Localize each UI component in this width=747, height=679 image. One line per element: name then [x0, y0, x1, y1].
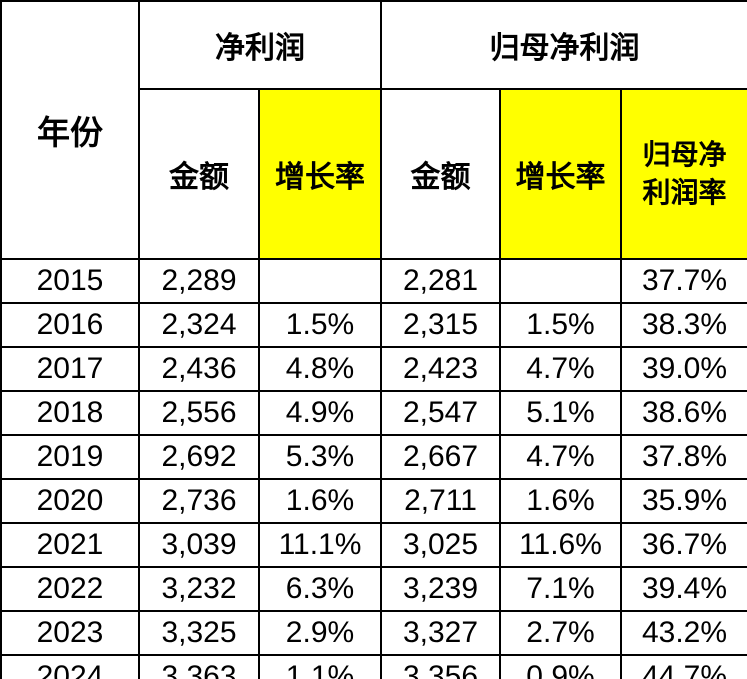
- cell-attr-growth: 0.9%: [499, 654, 622, 679]
- table-row: 2023 3,325 2.9% 3,327 2.7% 43.2%: [0, 610, 747, 656]
- cell-year: 2019: [0, 434, 140, 480]
- cell-year: 2015: [0, 258, 140, 304]
- cell-np-amount: 2,324: [138, 302, 260, 348]
- cell-attr-amount: 2,547: [380, 390, 501, 436]
- cell-np-growth: [258, 258, 382, 304]
- cell-attr-margin: 35.9%: [619, 478, 747, 524]
- year-header-cell: 年份: [0, 0, 140, 260]
- cell-attr-amount: 2,281: [380, 258, 501, 304]
- cell-attr-growth: 7.1%: [499, 566, 622, 612]
- table-row: 2021 3,039 11.1% 3,025 11.6% 36.7%: [0, 522, 747, 568]
- cell-np-growth: 6.3%: [258, 566, 382, 612]
- cell-np-amount: 2,736: [138, 478, 260, 524]
- cell-attr-margin: 37.8%: [619, 434, 747, 480]
- cell-attr-growth: 11.6%: [499, 522, 622, 568]
- cell-attr-growth: 4.7%: [499, 346, 622, 392]
- net-profit-group-header: 净利润: [138, 0, 382, 90]
- cell-attr-growth: 4.7%: [499, 434, 622, 480]
- cell-np-growth: 11.1%: [258, 522, 382, 568]
- np-growth-header-cell: 增长率: [258, 88, 382, 260]
- cell-np-amount: 2,436: [138, 346, 260, 392]
- cell-np-growth: 2.9%: [258, 610, 382, 656]
- cell-attr-amount: 3,239: [380, 566, 501, 612]
- table-row: 2024 3,363 1.1% 3,356 0.9% 44.7%: [0, 654, 747, 679]
- table-row: 2020 2,736 1.6% 2,711 1.6% 35.9%: [0, 478, 747, 524]
- cell-year: 2017: [0, 346, 140, 392]
- cell-attr-growth: 2.7%: [499, 610, 622, 656]
- cell-attr-amount: 2,711: [380, 478, 501, 524]
- attr-net-profit-group-header: 归母净利润: [379, 0, 747, 90]
- cell-np-growth: 4.9%: [258, 390, 382, 436]
- np-amount-header-cell: 金额: [138, 88, 260, 260]
- table-row: 2022 3,232 6.3% 3,239 7.1% 39.4%: [0, 566, 747, 612]
- cell-attr-amount: 3,327: [380, 610, 501, 656]
- cell-np-growth: 4.8%: [258, 346, 382, 392]
- cell-attr-amount: 3,025: [380, 522, 501, 568]
- cell-attr-margin: 38.6%: [619, 390, 747, 436]
- cell-np-amount: 2,692: [138, 434, 260, 480]
- cell-np-growth: 1.5%: [258, 302, 382, 348]
- cell-year: 2021: [0, 522, 140, 568]
- header-sub-row: 金额 增长率 金额 增长率 归母净利润率: [1, 88, 747, 260]
- cell-attr-amount: 2,423: [380, 346, 501, 392]
- cell-year: 2020: [0, 478, 140, 524]
- attr-margin-header-cell: 归母净 利润率: [619, 88, 747, 260]
- cell-attr-margin: 44.7%: [619, 654, 747, 679]
- table-row: 2018 2,556 4.9% 2,547 5.1% 38.6%: [0, 390, 747, 436]
- cell-np-growth: 1.1%: [258, 654, 382, 679]
- table-row: 2019 2,692 5.3% 2,667 4.7% 37.8%: [0, 434, 747, 480]
- cell-attr-amount: 2,315: [380, 302, 501, 348]
- cell-np-amount: 2,556: [138, 390, 260, 436]
- cell-np-growth: 5.3%: [258, 434, 382, 480]
- cell-attr-growth: 1.5%: [499, 302, 622, 348]
- attr-margin-header-line1: 归母净: [642, 139, 727, 171]
- cell-year: 2016: [0, 302, 140, 348]
- cell-np-amount: 3,325: [138, 610, 260, 656]
- header-group-row: 年份 净利润 归母净利润: [0, 0, 747, 260]
- cell-attr-growth: [499, 258, 622, 304]
- cell-attr-amount: 2,667: [380, 434, 501, 480]
- cell-attr-margin: 38.3%: [619, 302, 747, 348]
- cell-attr-margin: 43.2%: [619, 610, 747, 656]
- cell-np-amount: 3,039: [138, 522, 260, 568]
- cell-np-amount: 3,232: [138, 566, 260, 612]
- cell-attr-margin: 37.7%: [619, 258, 747, 304]
- cell-year: 2024: [0, 654, 140, 679]
- attr-growth-header-cell: 增长率: [499, 88, 622, 260]
- cell-year: 2018: [0, 390, 140, 436]
- cell-attr-amount: 3,356: [380, 654, 501, 679]
- attr-amount-header-cell: 金额: [380, 88, 501, 260]
- cell-attr-growth: 1.6%: [499, 478, 622, 524]
- attr-margin-header-line2: 利润率: [642, 177, 727, 208]
- table-row: 2015 2,289 2,281 37.7%: [0, 258, 747, 304]
- cell-attr-margin: 39.0%: [619, 346, 747, 392]
- cell-attr-growth: 5.1%: [499, 390, 622, 436]
- cell-year: 2023: [0, 610, 140, 656]
- table-row: 2017 2,436 4.8% 2,423 4.7% 39.0%: [0, 346, 747, 392]
- cell-np-amount: 2,289: [138, 258, 260, 304]
- cell-attr-margin: 39.4%: [619, 566, 747, 612]
- cell-np-amount: 3,363: [138, 654, 260, 679]
- table-row: 2016 2,324 1.5% 2,315 1.5% 38.3%: [0, 302, 747, 348]
- cell-np-growth: 1.6%: [258, 478, 382, 524]
- cell-attr-margin: 36.7%: [619, 522, 747, 568]
- cell-year: 2022: [0, 566, 140, 612]
